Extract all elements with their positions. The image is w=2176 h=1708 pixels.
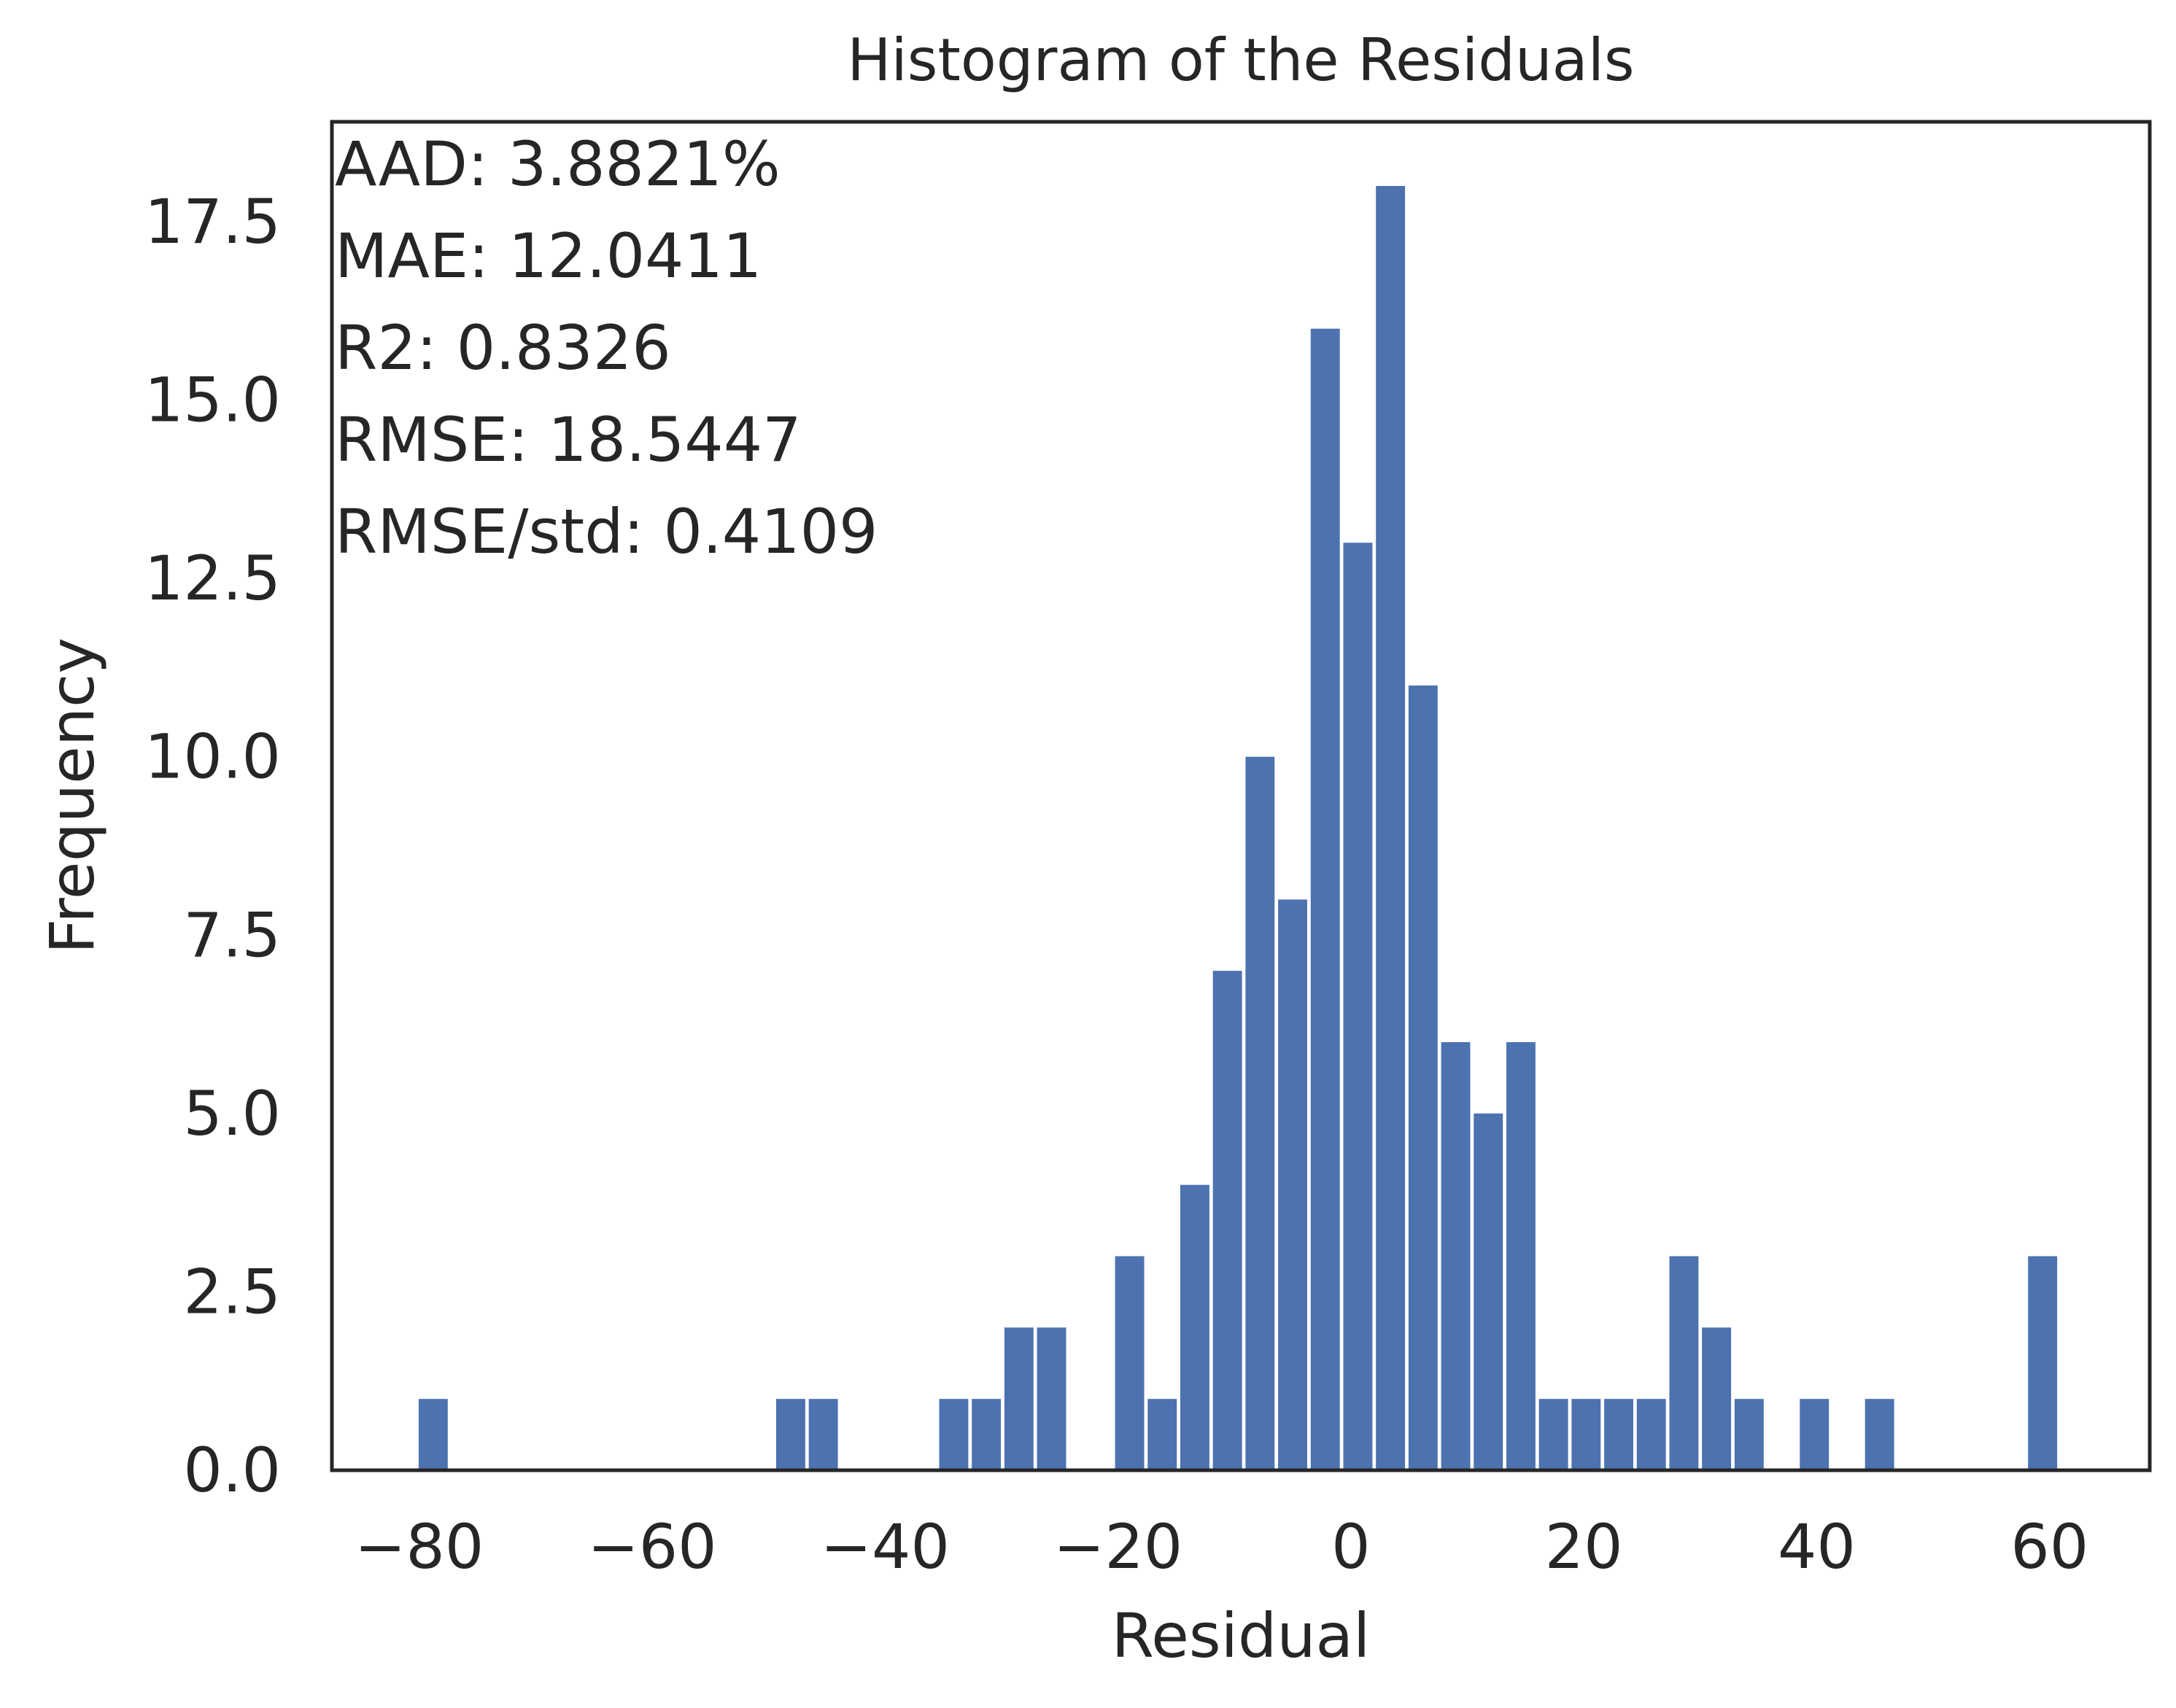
y-tick-labels: 0.0 2.5 5.0 7.5 10.0 12.5 15.0 17.5 [144, 186, 281, 1506]
histogram-bar-6 [1037, 1327, 1066, 1470]
histogram-bar-12 [1278, 899, 1307, 1470]
histogram-bar-19 [1506, 1042, 1536, 1470]
x-tick-label: −20 [1053, 1511, 1182, 1583]
x-tick-label: 60 [2010, 1511, 2088, 1583]
histogram-bar-1 [776, 1399, 805, 1470]
histogram-bar-8 [1147, 1399, 1177, 1470]
y-tick-label: 2.5 [183, 1256, 281, 1327]
histogram-bar-21 [1571, 1399, 1601, 1470]
histogram-bar-14 [1343, 543, 1373, 1471]
histogram-bar-18 [1474, 1113, 1503, 1470]
histogram-bar-11 [1245, 756, 1275, 1470]
histogram-bar-26 [1734, 1399, 1764, 1470]
histogram-bar-25 [1702, 1327, 1732, 1470]
y-tick-label: 17.5 [144, 186, 281, 257]
y-tick-label: 7.5 [183, 899, 281, 971]
plot-frame [330, 120, 2152, 1472]
histogram-bar-10 [1212, 971, 1242, 1470]
histogram-bar-4 [972, 1399, 1002, 1470]
metric-annotation: RMSE/std: 0.4109 [335, 496, 878, 567]
metric-annotation: AAD: 3.8821% [335, 128, 781, 200]
x-tick-label: 40 [1778, 1511, 1856, 1583]
histogram-bar-17 [1441, 1042, 1471, 1470]
histogram-bar-5 [1004, 1327, 1034, 1470]
y-axis-label: Frequency [36, 637, 108, 954]
y-tick-label: 15.0 [144, 365, 281, 436]
metric-annotation: R2: 0.8326 [335, 312, 671, 384]
chart-title: Histogram of the Residuals [847, 26, 1634, 94]
histogram-bar-3 [939, 1399, 969, 1470]
y-tick-label: 0.0 [183, 1435, 281, 1506]
histogram-bar-27 [1800, 1399, 1830, 1470]
histogram-bar-16 [1408, 685, 1438, 1470]
histogram-bar-23 [1636, 1399, 1666, 1470]
metric-annotation: RMSE: 18.5447 [335, 404, 802, 475]
x-tick-label: 0 [1331, 1511, 1370, 1583]
metrics-annotations: AAD: 3.8821% MAE: 12.0411 R2: 0.8326 RMSE: … [335, 128, 878, 567]
histogram-bar-2 [808, 1399, 838, 1470]
histogram-bar-7 [1115, 1256, 1145, 1470]
y-tick-label: 5.0 [183, 1078, 281, 1149]
histogram-bar-24 [1669, 1256, 1699, 1470]
x-tick-labels: −80 −60 −40 −20 0 20 40 60 [355, 1511, 2088, 1583]
histogram-bar-20 [1538, 1399, 1568, 1470]
x-tick-label: −40 [821, 1511, 950, 1583]
histogram-bar-9 [1180, 1184, 1209, 1470]
x-axis-label: Residual [1112, 1600, 1371, 1672]
histogram-bar-28 [1865, 1399, 1894, 1470]
histogram-bar-29 [2028, 1256, 2058, 1470]
histogram-bar-22 [1604, 1399, 1633, 1470]
metric-annotation: MAE: 12.0411 [335, 220, 762, 292]
y-tick-label: 10.0 [144, 721, 281, 793]
bars-group [418, 186, 2058, 1471]
histogram-bar-15 [1376, 186, 1406, 1470]
x-tick-label: 20 [1545, 1511, 1623, 1583]
x-tick-label: −60 [587, 1511, 716, 1583]
x-tick-label: −80 [355, 1511, 484, 1583]
histogram-bar-0 [418, 1399, 448, 1470]
y-tick-label: 12.5 [144, 543, 281, 614]
histogram-bar-13 [1310, 328, 1340, 1471]
